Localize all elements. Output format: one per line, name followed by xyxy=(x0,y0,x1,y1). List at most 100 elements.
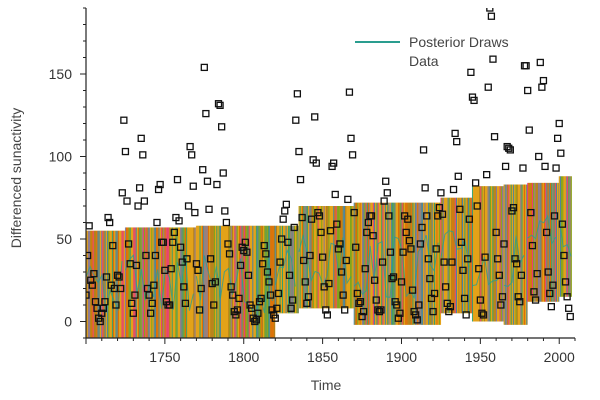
data-point xyxy=(429,307,437,316)
data-point xyxy=(285,271,294,279)
data-point xyxy=(199,166,207,174)
data-point xyxy=(244,271,253,279)
data-point xyxy=(148,299,156,308)
data-point xyxy=(445,307,453,316)
data-point xyxy=(345,88,354,96)
data-point xyxy=(197,284,205,293)
data-point xyxy=(352,243,360,251)
data-point xyxy=(123,197,131,205)
data-point xyxy=(284,238,292,246)
data-point xyxy=(492,228,500,237)
data-point xyxy=(483,170,491,179)
data-point xyxy=(331,190,339,199)
data-point xyxy=(397,278,406,286)
data-point xyxy=(478,309,486,317)
data-point xyxy=(432,245,440,253)
data-point xyxy=(279,215,287,223)
x-tick-label: 1750 xyxy=(149,349,180,365)
data-point xyxy=(274,289,283,298)
x-tick-label: 1800 xyxy=(228,349,259,365)
data-point xyxy=(544,268,552,276)
data-point xyxy=(369,232,377,240)
data-point xyxy=(221,207,229,215)
data-point xyxy=(495,271,503,279)
data-point xyxy=(394,314,402,322)
data-point xyxy=(139,151,147,159)
data-point xyxy=(527,208,535,217)
data-point xyxy=(295,147,303,156)
data-point xyxy=(224,240,232,248)
posterior-draw-trace xyxy=(527,214,557,246)
data-point xyxy=(538,83,546,91)
data-point xyxy=(505,144,513,152)
data-point xyxy=(339,291,347,299)
data-point xyxy=(531,296,540,304)
data-point xyxy=(173,175,182,184)
data-point xyxy=(476,296,485,304)
data-point xyxy=(135,184,144,192)
data-point xyxy=(487,12,496,20)
data-point xyxy=(117,284,125,293)
posterior-draw-segment xyxy=(86,230,126,338)
data-point xyxy=(344,195,352,204)
data-point xyxy=(104,213,112,222)
data-point xyxy=(296,175,305,184)
data-point xyxy=(470,96,478,105)
data-point xyxy=(180,283,188,291)
data-point xyxy=(500,240,508,248)
data-point xyxy=(522,62,530,70)
data-point xyxy=(128,299,136,308)
data-point xyxy=(516,298,524,306)
data-point xyxy=(353,289,361,298)
data-point xyxy=(326,227,335,235)
data-point xyxy=(448,258,456,266)
data-point xyxy=(393,301,401,309)
data-point xyxy=(533,269,541,278)
data-point xyxy=(113,271,122,279)
data-point xyxy=(512,260,521,268)
data-point xyxy=(315,212,324,220)
data-point xyxy=(317,228,325,237)
y-tick-label: 100 xyxy=(49,149,73,165)
data-point xyxy=(367,212,376,220)
data-point xyxy=(560,251,568,260)
data-point xyxy=(337,268,346,276)
data-point xyxy=(555,119,563,128)
data-point xyxy=(311,113,319,121)
data-point xyxy=(525,126,533,134)
data-point xyxy=(386,248,395,256)
data-point xyxy=(259,260,267,268)
data-point xyxy=(475,265,483,273)
data-point xyxy=(454,172,462,180)
data-point xyxy=(86,291,90,299)
posterior-draw-segment xyxy=(558,176,572,297)
posterior-draw-trace xyxy=(558,219,572,257)
data-point xyxy=(251,317,259,326)
data-point xyxy=(467,68,475,76)
data-point xyxy=(287,304,295,312)
axes: 1750 1800 1850 1900 1950 2000 0 50 100 150 xyxy=(49,7,576,365)
data-point xyxy=(550,212,559,220)
data-point xyxy=(247,304,256,312)
data-point xyxy=(218,123,226,131)
data-points xyxy=(86,8,574,326)
data-point xyxy=(88,281,96,289)
data-point xyxy=(489,55,497,63)
data-point xyxy=(271,314,279,322)
data-point xyxy=(457,238,466,246)
data-point xyxy=(383,189,391,197)
data-point xyxy=(262,250,270,258)
data-point xyxy=(260,241,268,250)
data-point xyxy=(227,283,235,291)
data-point xyxy=(153,218,161,227)
data-point xyxy=(350,208,358,217)
data-point xyxy=(407,245,415,253)
data-point xyxy=(348,151,357,159)
data-point xyxy=(552,164,560,172)
data-point xyxy=(304,293,313,301)
data-point xyxy=(134,202,142,210)
data-point xyxy=(202,109,210,118)
data-point xyxy=(479,311,488,319)
data-point xyxy=(412,311,420,319)
data-point xyxy=(415,301,423,309)
